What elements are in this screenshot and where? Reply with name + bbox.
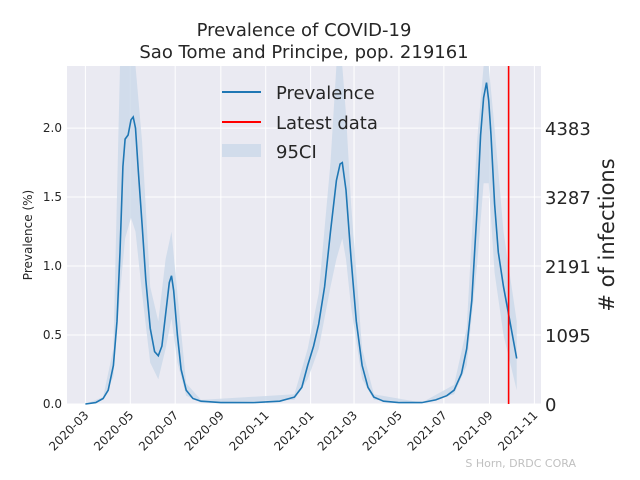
x-tick-label-7: 2021-05 bbox=[360, 408, 405, 453]
y-tick-label-1: 0.5 bbox=[43, 328, 62, 342]
y2-axis-label: # of infections bbox=[595, 158, 619, 311]
prevalence-line bbox=[85, 82, 518, 405]
x-tick-label-8: 2021-07 bbox=[405, 408, 450, 453]
legend-prevalence-label: Prevalence bbox=[276, 83, 375, 104]
x-tick-label-4: 2020-11 bbox=[226, 408, 271, 453]
y-tick-label-4: 2.0 bbox=[43, 121, 62, 135]
y-tick-label-3: 1.5 bbox=[43, 190, 62, 204]
x-tick-label-0: 2020-03 bbox=[46, 408, 91, 453]
y-axis: 0.0 0.5 1.0 1.5 2.0 bbox=[43, 121, 62, 411]
y-tick-label-0: 0.0 bbox=[43, 397, 62, 411]
legend-latest-label: Latest data bbox=[276, 113, 378, 134]
legend-ci-swatch bbox=[222, 144, 261, 157]
x-tick-label-6: 2021-03 bbox=[315, 408, 360, 453]
prevalence-line-group bbox=[85, 82, 518, 405]
legend-ci-label: 95CI bbox=[276, 142, 317, 163]
x-tick-label-9: 2021-09 bbox=[450, 408, 495, 453]
x-tick-label-1: 2020-05 bbox=[91, 408, 136, 453]
credit-text: S Horn, DRDC CORA bbox=[465, 457, 576, 470]
ci-band bbox=[85, 66, 517, 404]
y-tick-label-2: 1.0 bbox=[43, 259, 62, 273]
grid bbox=[67, 66, 541, 405]
y2-axis: 0 1095 2191 3287 4383 bbox=[545, 119, 591, 416]
chart-title: Prevalence of COVID-19 bbox=[197, 20, 412, 41]
x-tick-label-5: 2021-01 bbox=[271, 408, 316, 453]
x-tick-label-2: 2020-07 bbox=[136, 408, 181, 453]
y2-tick-label-3: 3287 bbox=[545, 188, 591, 209]
y2-tick-label-1: 1095 bbox=[545, 326, 591, 347]
ci-band-group bbox=[85, 66, 517, 404]
y2-tick-label-2: 2191 bbox=[545, 257, 591, 278]
y2-tick-label-0: 0 bbox=[545, 395, 556, 416]
x-tick-label-3: 2020-09 bbox=[182, 408, 227, 453]
y2-tick-label-4: 4383 bbox=[545, 119, 591, 140]
x-tick-label-10: 2021-11 bbox=[495, 408, 540, 453]
y-axis-label: Prevalence (%) bbox=[21, 190, 35, 280]
x-axis: 2020-03 2020-05 2020-07 2020-09 2020-11 2021-… bbox=[46, 408, 540, 453]
legend: Prevalence Latest data 95CI bbox=[222, 83, 378, 163]
chart-subtitle: Sao Tome and Principe, pop. 219161 bbox=[139, 42, 468, 63]
